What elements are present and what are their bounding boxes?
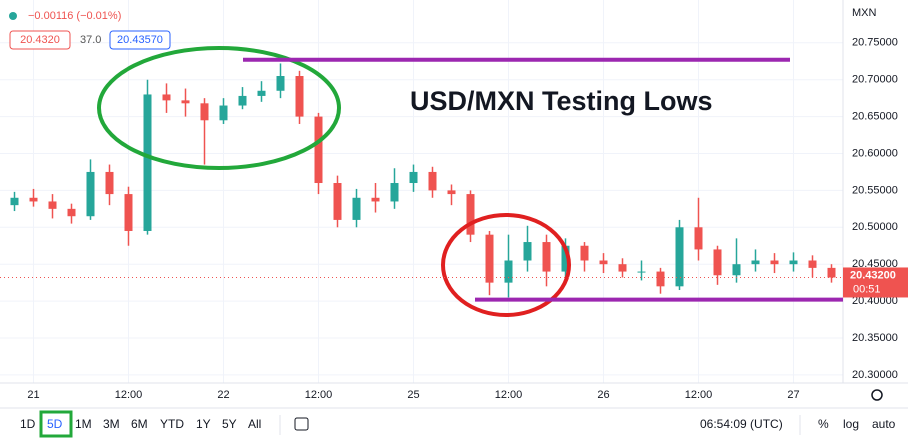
candle-body (808, 260, 817, 268)
candle-body (295, 76, 304, 117)
x-tick-label: 25 (407, 389, 419, 401)
candle-body (67, 208, 76, 217)
currency-label: MXN (852, 7, 877, 19)
y-tick-label: 20.50000 (852, 221, 898, 233)
candle-body (200, 103, 209, 121)
y-tick-label: 20.65000 (852, 111, 898, 123)
candle-body (618, 264, 627, 272)
range-button[interactable]: 5D (47, 417, 63, 431)
candle-body (219, 105, 228, 121)
candle-body (333, 183, 342, 220)
candle-body (29, 197, 38, 202)
range-button[interactable]: 6M (131, 417, 148, 431)
annotation-title: USD/MXN Testing Lows (410, 86, 713, 116)
range-button[interactable]: All (248, 417, 261, 431)
y-tick-label: 20.60000 (852, 147, 898, 159)
highlight-ellipse (97, 46, 341, 170)
candle-body (637, 271, 646, 273)
last-price-tag (843, 267, 908, 298)
candle-body (314, 116, 323, 184)
bid-price[interactable]: 20.4320 (20, 34, 60, 46)
y-tick-label: 20.55000 (852, 184, 898, 196)
last-price-label: 20.43200 (850, 269, 896, 281)
candle-body (675, 227, 684, 287)
candle-body (352, 197, 361, 220)
candle-body (789, 260, 798, 265)
candle-body (181, 100, 190, 104)
candle-body (10, 197, 19, 206)
candles (10, 63, 836, 298)
range-button[interactable]: 1D (20, 417, 36, 431)
candle-body (561, 245, 570, 272)
highlight-ellipse (441, 213, 571, 317)
y-tick-label: 20.70000 (852, 74, 898, 86)
candle-body (732, 264, 741, 276)
x-tick-label: 21 (27, 389, 39, 401)
x-tick-label: 22 (217, 389, 229, 401)
candle-body (143, 94, 152, 231)
y-tick-label: 20.35000 (852, 332, 898, 344)
y-tick-label: 20.45000 (852, 258, 898, 270)
countdown: 00:51 (853, 283, 881, 295)
range-button[interactable]: 1M (75, 417, 92, 431)
price-change: −0.00116 (−0.01%) (28, 10, 121, 22)
candle-body (276, 76, 285, 91)
ask-price[interactable]: 20.43570 (117, 34, 163, 46)
candle-body (656, 271, 665, 287)
candle-body (48, 201, 57, 209)
candle-body (124, 194, 133, 231)
candle-body (409, 171, 418, 184)
ask-box[interactable] (109, 30, 171, 50)
candle-body (105, 171, 114, 195)
candle-body (770, 260, 779, 265)
candle-body (466, 194, 475, 235)
log-toggle[interactable]: log (843, 417, 859, 431)
auto-toggle[interactable]: auto (872, 417, 896, 431)
candle-body (238, 95, 247, 106)
y-tick-label: 20.30000 (852, 369, 898, 381)
range-button[interactable]: YTD (160, 417, 184, 431)
candle-body (371, 197, 380, 202)
candle-body (751, 260, 760, 265)
spread: 37.0 (80, 34, 101, 46)
candle-body (504, 260, 513, 283)
range-button[interactable]: 3M (103, 417, 120, 431)
range-button[interactable]: 1Y (196, 417, 211, 431)
settings-icon[interactable] (871, 389, 883, 401)
x-tick-label: 12:00 (115, 389, 143, 401)
candle-body (580, 245, 589, 261)
candle-body (827, 267, 836, 278)
toolbar: 1D 5D 1M 3M 6M YTD 1Y 5Y All (20, 410, 261, 438)
candle-body (162, 94, 171, 101)
bid-box[interactable] (9, 30, 71, 50)
x-tick-label: 12:00 (685, 389, 713, 401)
x-tick-label: 27 (787, 389, 799, 401)
x-tick-label: 12:00 (305, 389, 333, 401)
candle-body (523, 242, 532, 261)
y-tick-label: 20.40000 (852, 295, 898, 307)
x-tick-label: 12:00 (495, 389, 523, 401)
candle-body (485, 234, 494, 283)
candle-body (713, 249, 722, 276)
y-tick-label: 20.75000 (852, 37, 898, 49)
clock: 06:54:09 (UTC) (700, 417, 783, 431)
candle-body (428, 171, 437, 191)
x-tick-label: 26 (597, 389, 609, 401)
candle-body (390, 183, 399, 202)
candle-body (447, 190, 456, 195)
selected-range (39, 410, 73, 438)
candle-body (257, 90, 266, 96)
candle-body (599, 260, 608, 265)
status-dot (9, 12, 17, 20)
range-button[interactable]: 5Y (222, 417, 237, 431)
percent-toggle[interactable]: % (818, 417, 829, 431)
compare-icon[interactable] (294, 417, 309, 431)
candle-body (86, 171, 95, 217)
candle-body (694, 227, 703, 250)
candle-body (542, 242, 551, 272)
